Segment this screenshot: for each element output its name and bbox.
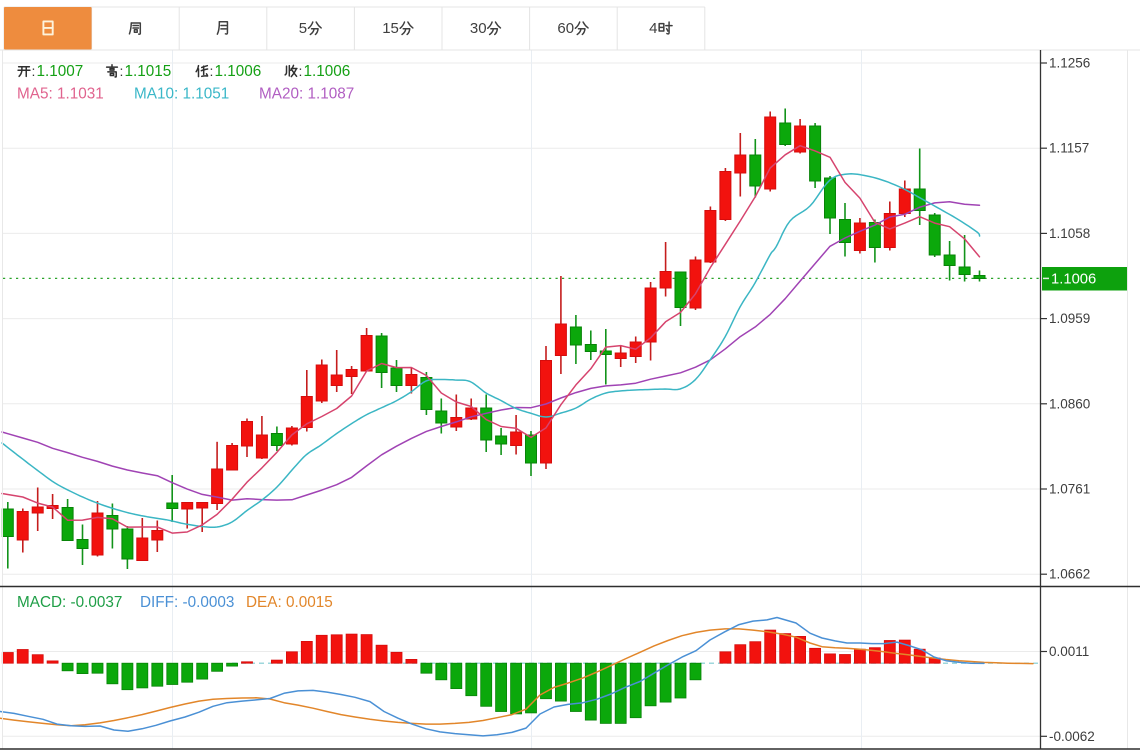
svg-text::: : <box>299 63 303 79</box>
svg-text:1.1256: 1.1256 <box>1049 56 1090 71</box>
svg-text:MA10: 1.1051: MA10: 1.1051 <box>134 86 229 103</box>
svg-text:0.0011: 0.0011 <box>1049 644 1089 659</box>
svg-text:1.0662: 1.0662 <box>1049 567 1090 582</box>
svg-text:1.1006: 1.1006 <box>304 63 351 80</box>
svg-text:5: 5 <box>299 20 307 37</box>
svg-text::: : <box>32 63 36 79</box>
svg-text:MACD: -0.0037: MACD: -0.0037 <box>17 594 122 611</box>
svg-text:15: 15 <box>382 20 399 37</box>
svg-text:1.0959: 1.0959 <box>1049 311 1090 326</box>
svg-text:1.1058: 1.1058 <box>1049 226 1090 241</box>
svg-text:1.1015: 1.1015 <box>125 63 172 80</box>
svg-text:DIFF: -0.0003: DIFF: -0.0003 <box>140 594 234 611</box>
svg-text:30: 30 <box>470 20 487 37</box>
svg-text:MA20: 1.1087: MA20: 1.1087 <box>259 86 354 103</box>
svg-text:4: 4 <box>649 20 657 37</box>
svg-text:1.1006: 1.1006 <box>215 63 262 80</box>
svg-text:1.1007: 1.1007 <box>37 63 84 80</box>
svg-text:1.0761: 1.0761 <box>1049 482 1090 497</box>
svg-text:DEA: 0.0015: DEA: 0.0015 <box>246 594 333 611</box>
svg-text::: : <box>210 63 214 79</box>
svg-text:1.1006: 1.1006 <box>1051 272 1096 288</box>
svg-text:1.0860: 1.0860 <box>1049 396 1090 411</box>
svg-text:60: 60 <box>557 20 574 37</box>
svg-text:-0.0062: -0.0062 <box>1049 729 1095 744</box>
svg-text::: : <box>120 63 124 79</box>
svg-text:MA5: 1.1031: MA5: 1.1031 <box>17 86 104 103</box>
svg-text:1.1157: 1.1157 <box>1049 141 1089 156</box>
